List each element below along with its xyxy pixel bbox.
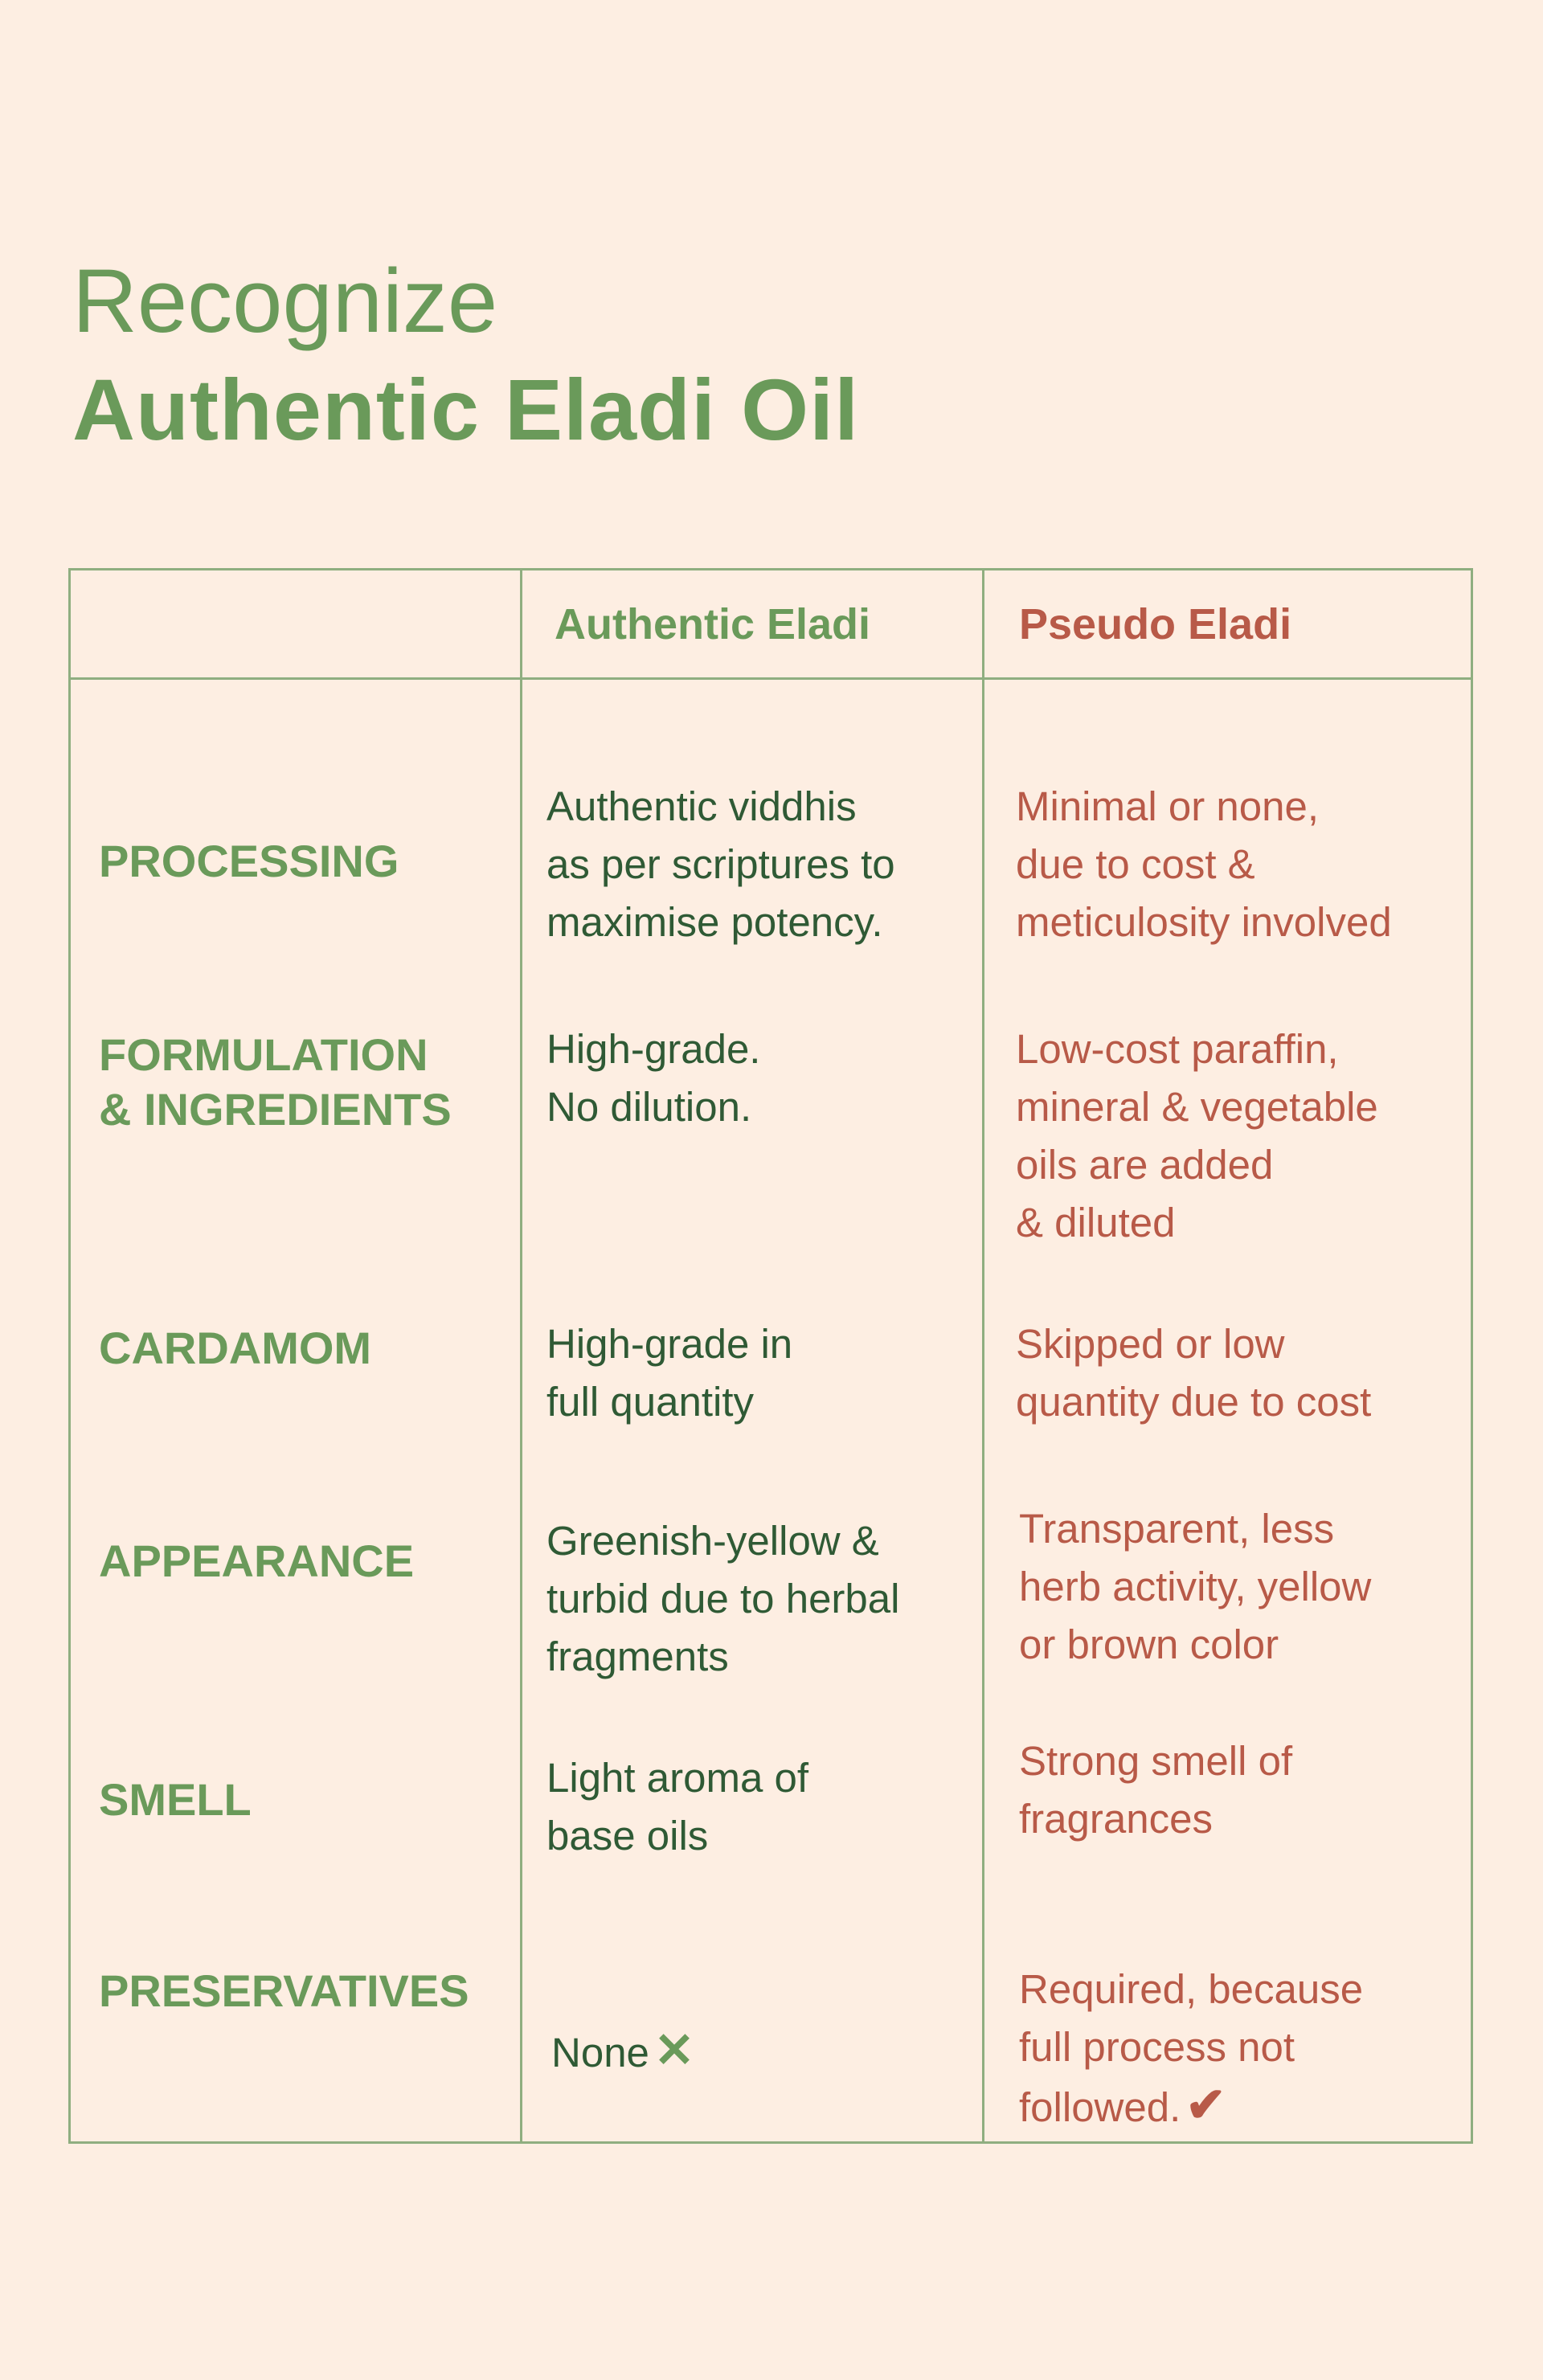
pseudo-appearance: Transparent, less herb activity, yellow … (1019, 1506, 1372, 1667)
pseudo-preservatives: Required, because full process not follo… (1019, 1903, 1363, 2137)
pseudo-formulation: Low-cost paraffin, mineral & vegetable o… (1016, 1026, 1378, 1245)
row-label-processing: PROCESSING (99, 836, 399, 886)
authentic-preservatives-text: None (551, 2030, 649, 2075)
authentic-preservatives: None ✕ (551, 1964, 694, 2082)
header-divider (68, 677, 1473, 680)
pseudo-cardamom: Skipped or low quantity due to cost (1016, 1321, 1372, 1425)
authentic-appearance: Greenish-yellow & turbid due to herbal f… (546, 1518, 900, 1679)
authentic-smell: Light aroma of base oils (546, 1755, 809, 1859)
title-line-1: Recognize (72, 251, 498, 351)
header-pseudo: Pseudo Eladi (1019, 600, 1292, 648)
column-divider (520, 568, 522, 2144)
authentic-formulation: High-grade. No dilution. (546, 1026, 761, 1130)
authentic-cardamom: High-grade in full quantity (546, 1321, 793, 1425)
comparison-table (68, 568, 1473, 2144)
pseudo-smell: Strong smell of fragrances (1019, 1738, 1293, 1842)
checkmark-icon: ✔ (1185, 2078, 1226, 2132)
page-title: Authentic Eladi Oil (72, 361, 860, 458)
cross-icon: ✕ (653, 2023, 695, 2077)
row-label-appearance: APPEARANCE (99, 1536, 415, 1586)
header-authentic: Authentic Eladi (555, 600, 871, 648)
authentic-processing: Authentic viddhis as per scriptures to m… (546, 783, 895, 945)
row-label-smell: SMELL (99, 1774, 252, 1825)
row-label-cardamom: CARDAMOM (99, 1323, 372, 1373)
row-label-formulation: FORMULATION & INGREDIENTS (99, 1029, 452, 1135)
pseudo-processing: Minimal or none, due to cost & meticulos… (1016, 783, 1392, 945)
column-divider (982, 568, 984, 2144)
pseudo-preservatives-text: Required, because full process not follo… (1019, 1966, 1364, 2130)
row-label-preservatives: PRESERVATIVES (99, 1965, 469, 2016)
